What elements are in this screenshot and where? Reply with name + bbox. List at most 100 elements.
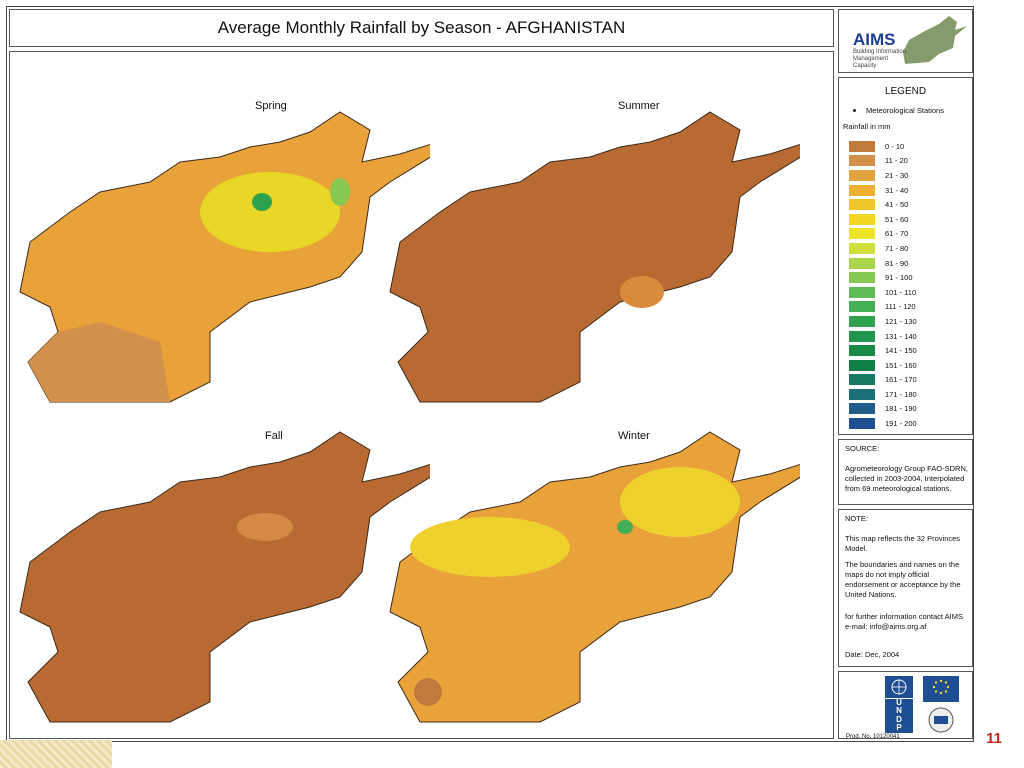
legend-title: LEGEND	[884, 86, 927, 97]
legend-swatch	[849, 403, 875, 415]
winter-peak-spot	[617, 520, 633, 534]
summer-high-rainfall-zone	[620, 276, 664, 308]
donor-logos-panel: UNDP	[838, 671, 973, 739]
spring-label: Spring	[255, 100, 287, 112]
legend-item: 181 - 190	[849, 402, 917, 417]
map-title: Average Monthly Rainfall by Season - AFG…	[9, 9, 834, 47]
legend-item-label: 191 - 200	[885, 419, 917, 429]
eu-flag-icon	[923, 676, 959, 702]
seasonal-maps-frame: Spring Summer Fall Winter	[9, 51, 834, 739]
legend-item: 31 - 40	[849, 183, 917, 198]
source-panel: SOURCE: Agrometeorology Group FAO-SDRN, …	[838, 439, 973, 505]
legend-swatch	[849, 330, 875, 342]
note-contact: for further information contact AIMS e-m…	[845, 612, 963, 631]
legend-swatch	[849, 213, 875, 225]
station-dot-icon	[853, 109, 856, 112]
legend-item: 171 - 180	[849, 387, 917, 402]
legend-item-label: 51 - 60	[885, 214, 909, 224]
legend-item: 151 - 160	[849, 358, 917, 373]
summer-map	[389, 111, 800, 403]
legend-item-label: 0 - 10	[885, 141, 905, 151]
legend-item: 91 - 100	[849, 270, 917, 285]
legend-item-label: 31 - 40	[885, 185, 909, 195]
legend-item: 21 - 30	[849, 168, 917, 183]
aims-logo-text: AIMS	[853, 30, 896, 49]
winter-map	[389, 431, 800, 723]
legend-item-label: 61 - 70	[885, 229, 909, 239]
legend-swatch	[849, 228, 875, 240]
page-number: 11	[986, 730, 1002, 747]
spring-map	[19, 111, 430, 403]
legend-item-label: 101 - 110	[885, 287, 917, 297]
note-heading: NOTE:	[845, 514, 868, 523]
rainfall-legend-list: 0 - 10 11 - 20 21 - 30 31 - 40 41 - 50 51 - 6…	[849, 139, 917, 431]
seal-icon	[928, 707, 954, 733]
aims-logo-panel: AIMS Building Information Management Cap…	[838, 9, 973, 73]
winter-country-shape	[389, 431, 800, 723]
legend-item-label: 181 - 190	[885, 404, 917, 414]
summer-country-shape	[389, 111, 800, 403]
legend-item: 51 - 60	[849, 212, 917, 227]
legend-item-label: 151 - 160	[885, 360, 917, 370]
legend-item: 161 - 170	[849, 373, 917, 388]
legend-swatch	[849, 374, 875, 386]
decorative-corner-pattern	[0, 740, 112, 768]
legend-swatch	[849, 272, 875, 284]
legend-swatch	[849, 155, 875, 167]
legend-item-label: 21 - 30	[885, 170, 909, 180]
legend-swatch	[849, 388, 875, 400]
fall-label: Fall	[265, 430, 283, 442]
legend-item-label: 11 - 20	[885, 156, 908, 166]
fall-map	[19, 431, 430, 723]
legend-swatch	[849, 169, 875, 181]
legend-swatch	[849, 286, 875, 298]
spring-high-rainfall-zone	[200, 172, 340, 252]
winter-west-high-zone	[410, 517, 570, 577]
legend-swatch	[849, 345, 875, 357]
legend-item-label: 41 - 50	[885, 200, 909, 210]
legend-swatch	[849, 242, 875, 254]
legend-swatch	[849, 315, 875, 327]
legend-panel: LEGEND Meteorological Stations Rainfall …	[838, 77, 973, 435]
legend-item-label: 141 - 150	[885, 346, 917, 356]
legend-item: 141 - 150	[849, 343, 917, 358]
spring-south-low-zone	[28, 322, 170, 402]
winter-low-spot	[414, 678, 442, 706]
legend-item-label: 111 - 120	[885, 302, 916, 312]
legend-item-label: 71 - 80	[885, 243, 909, 253]
legend-swatch	[849, 359, 875, 371]
note-date: Date: Dec, 2004	[845, 650, 900, 659]
note-disclaimer: The boundaries and names on the maps do …	[845, 560, 961, 599]
legend-swatch	[849, 199, 875, 211]
station-legend-label: Meteorological Stations	[866, 106, 944, 115]
legend-swatch	[849, 257, 875, 269]
legend-swatch	[849, 418, 875, 430]
legend-item: 0 - 10	[849, 139, 917, 154]
legend-item-label: 161 - 170	[885, 375, 917, 385]
legend-item-label: 171 - 180	[885, 389, 917, 399]
source-heading: SOURCE:	[845, 444, 880, 453]
note-provinces: This map reflects the 32 Provinces Model…	[845, 534, 961, 553]
legend-item-label: 81 - 90	[885, 258, 909, 268]
legend-swatch	[849, 140, 875, 152]
legend-item-label: 131 - 140	[885, 331, 917, 341]
legend-item: 11 - 20	[849, 154, 917, 169]
rainfall-legend-title: Rainfall in mm	[843, 122, 891, 131]
legend-swatch	[849, 301, 875, 313]
legend-item: 41 - 50	[849, 197, 917, 212]
legend-item: 111 - 120	[849, 300, 917, 315]
legend-item: 61 - 70	[849, 227, 917, 242]
undp-logo-text: UNDP	[896, 698, 902, 733]
legend-item: 191 - 200	[849, 416, 917, 431]
winter-northeast-high-zone	[620, 467, 740, 537]
afghanistan-outline-icon	[903, 16, 967, 64]
undp-logo: UNDP	[885, 698, 913, 733]
summer-label: Summer	[618, 100, 660, 112]
legend-item-label: 121 - 130	[885, 316, 917, 326]
legend-item: 121 - 130	[849, 314, 917, 329]
legend-item: 81 - 90	[849, 256, 917, 271]
source-text: Agrometeorology Group FAO-SDRN, collecte…	[845, 464, 968, 493]
note-panel: NOTE: This map reflects the 32 Provinces…	[838, 509, 973, 667]
legend-swatch	[849, 184, 875, 196]
winter-label: Winter	[618, 430, 650, 442]
